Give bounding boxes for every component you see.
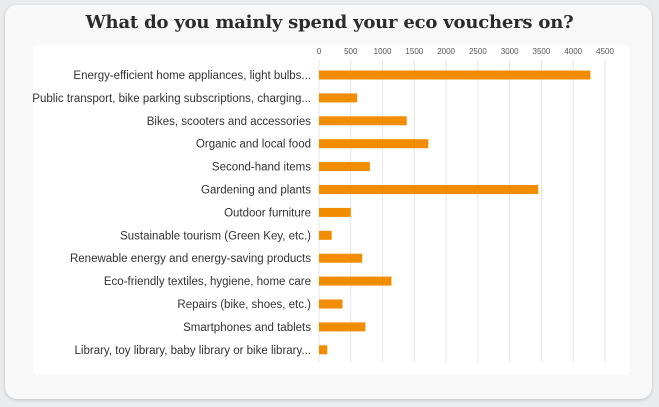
bar (319, 345, 328, 355)
bar (319, 162, 370, 172)
bar (319, 230, 332, 240)
bar (319, 322, 366, 332)
bar (319, 70, 591, 80)
category-label: Library, toy library, baby library or bi… (75, 345, 311, 357)
category-label: Eco-friendly textiles, hygiene, home car… (104, 276, 311, 288)
category-label: Second-hand items (212, 162, 311, 174)
bar (319, 185, 539, 194)
x-tick-label: 500 (344, 47, 358, 56)
category-label: Renewable energy and energy-saving produ… (70, 253, 311, 265)
chart-title: What do you mainly spend your eco vouche… (85, 12, 574, 33)
bar (319, 93, 358, 103)
x-tick-label: 1000 (374, 47, 392, 56)
category-label: Gardening and plants (201, 185, 311, 197)
category-label: Energy-efficient home appliances, light … (73, 70, 311, 82)
category-label: Sustainable tourism (Green Key, etc.) (120, 230, 311, 242)
bar (319, 116, 407, 126)
bar (319, 253, 363, 263)
x-tick-label: 4500 (596, 47, 614, 56)
bar (319, 276, 392, 286)
x-tick-label: 3000 (501, 47, 519, 56)
x-tick-label: 1500 (405, 47, 423, 56)
x-tick-label: 0 (317, 47, 322, 56)
bar (319, 207, 351, 217)
x-tick-label: 4000 (564, 47, 582, 56)
x-tick-label: 3500 (533, 47, 551, 56)
bar (319, 139, 429, 149)
category-label: Bikes, scooters and accessories (147, 116, 312, 128)
x-tick-label: 2000 (437, 47, 455, 56)
x-tick-label: 2500 (469, 47, 487, 56)
category-label: Smartphones and tablets (183, 322, 311, 334)
category-label: Repairs (bike, shoes, etc.) (177, 299, 311, 311)
category-label: Outdoor furniture (224, 207, 311, 219)
category-label: Public transport, bike parking subscript… (32, 93, 311, 105)
category-label: Organic and local food (196, 139, 311, 151)
bar (319, 299, 343, 309)
